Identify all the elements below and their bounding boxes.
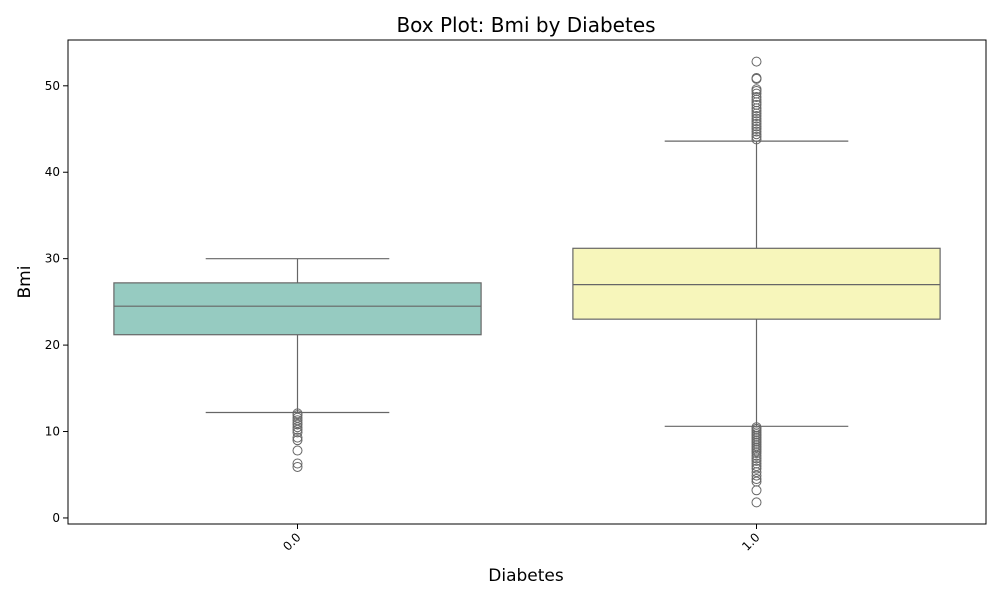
outlier-point bbox=[751, 453, 762, 464]
outlier-point bbox=[751, 111, 762, 122]
plot-frame bbox=[67, 39, 987, 525]
outlier-point bbox=[751, 126, 762, 137]
outlier-point bbox=[751, 467, 762, 478]
outlier-point bbox=[292, 422, 303, 433]
outlier-point bbox=[292, 412, 303, 423]
outlier-point bbox=[751, 73, 762, 84]
outlier-point bbox=[751, 497, 762, 508]
y-axis: 0 10 20 30 40 50 bbox=[45, 79, 68, 525]
outlier-point bbox=[751, 121, 762, 132]
outlier-point bbox=[751, 455, 762, 466]
outlier-point bbox=[751, 134, 762, 145]
iqr-box bbox=[572, 247, 941, 320]
plot-area bbox=[113, 56, 941, 508]
outlier-point bbox=[751, 103, 762, 114]
x-axis-label: Diabetes bbox=[488, 566, 564, 586]
outlier-point bbox=[292, 427, 303, 438]
outlier-point bbox=[751, 113, 762, 124]
outlier-point bbox=[751, 124, 762, 135]
outlier-point bbox=[751, 450, 762, 461]
outlier-point bbox=[292, 461, 303, 472]
outlier-point bbox=[292, 410, 303, 421]
outlier-point bbox=[751, 463, 762, 474]
y-tick-label: 0 bbox=[52, 511, 60, 525]
outlier-point bbox=[751, 108, 762, 119]
y-axis-label: Bmi bbox=[15, 266, 35, 299]
outlier-point bbox=[751, 131, 762, 142]
iqr-box bbox=[113, 282, 482, 336]
y-tick-label: 50 bbox=[45, 79, 60, 93]
outlier-point bbox=[751, 470, 762, 481]
outlier-point bbox=[751, 485, 762, 496]
outlier-point bbox=[292, 424, 303, 435]
outlier-point bbox=[292, 445, 303, 456]
box-group-1.0 bbox=[572, 56, 941, 508]
outlier-point bbox=[751, 448, 762, 459]
outlier-point bbox=[751, 474, 762, 485]
outlier-point bbox=[292, 432, 303, 443]
outlier-point bbox=[751, 118, 762, 129]
outlier-point bbox=[751, 105, 762, 116]
box-group-0.0 bbox=[113, 258, 482, 472]
y-tick-label: 40 bbox=[45, 165, 60, 179]
outlier-point bbox=[292, 458, 303, 469]
outlier-point bbox=[292, 419, 303, 430]
outlier-point bbox=[751, 461, 762, 472]
chart-title: Box Plot: Bmi by Diabetes bbox=[396, 13, 655, 37]
outlier-point bbox=[751, 92, 762, 103]
x-tick-label: 1.0 bbox=[739, 530, 762, 553]
outlier-point bbox=[751, 129, 762, 140]
outlier-point bbox=[751, 56, 762, 67]
outlier-point bbox=[292, 435, 303, 446]
x-axis: 0.0 1.0 bbox=[280, 524, 763, 554]
x-tick-label: 0.0 bbox=[280, 530, 303, 553]
y-tick-label: 30 bbox=[45, 252, 60, 266]
outlier-point bbox=[751, 116, 762, 127]
y-tick-label: 20 bbox=[45, 338, 60, 352]
outlier-point bbox=[292, 415, 303, 426]
y-tick-label: 10 bbox=[45, 425, 60, 439]
